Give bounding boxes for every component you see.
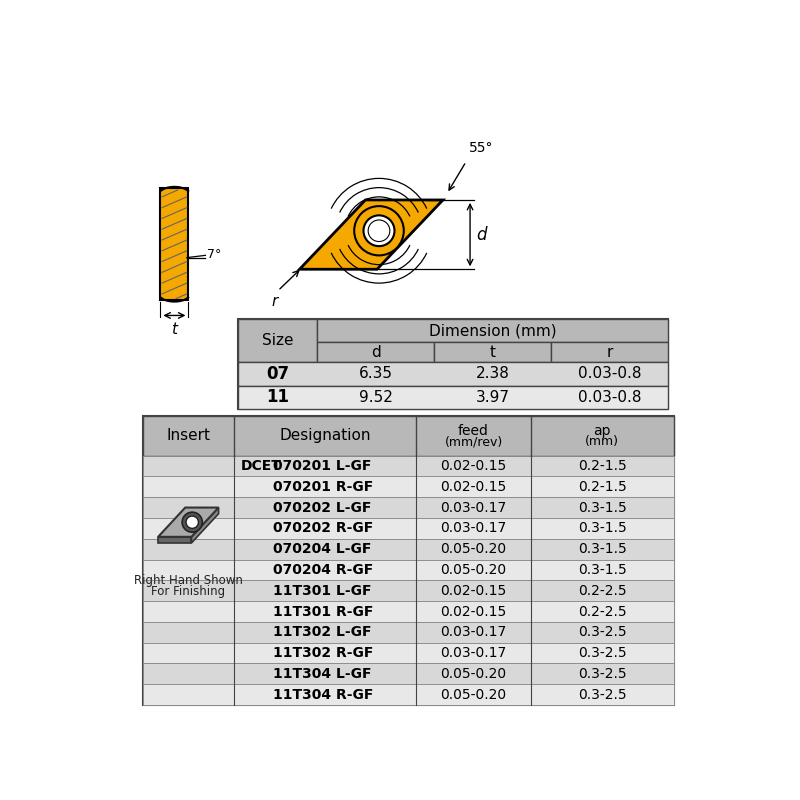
FancyBboxPatch shape	[142, 663, 674, 684]
FancyBboxPatch shape	[142, 476, 674, 497]
Text: ap: ap	[594, 424, 611, 438]
Text: 0.3-2.5: 0.3-2.5	[578, 667, 626, 681]
Text: DCET: DCET	[240, 459, 281, 473]
Polygon shape	[161, 188, 188, 300]
Text: 070201 L-GF: 070201 L-GF	[273, 459, 371, 473]
Text: 0.2-2.5: 0.2-2.5	[578, 605, 626, 618]
Text: (mm): (mm)	[586, 435, 619, 448]
FancyBboxPatch shape	[551, 342, 668, 362]
Text: 11T304 L-GF: 11T304 L-GF	[273, 667, 371, 681]
FancyBboxPatch shape	[142, 455, 674, 476]
Text: 3.97: 3.97	[475, 390, 510, 405]
Text: Right Hand Shown: Right Hand Shown	[134, 574, 242, 587]
Circle shape	[368, 220, 390, 242]
Text: 0.03-0.8: 0.03-0.8	[578, 390, 642, 405]
Text: Insert: Insert	[166, 428, 210, 443]
Circle shape	[182, 512, 202, 532]
Text: 0.3-1.5: 0.3-1.5	[578, 563, 626, 577]
FancyBboxPatch shape	[142, 580, 674, 601]
Text: 0.03-0.17: 0.03-0.17	[441, 501, 506, 514]
Text: 0.02-0.15: 0.02-0.15	[441, 584, 506, 598]
Polygon shape	[299, 200, 443, 270]
FancyBboxPatch shape	[142, 518, 674, 538]
Text: t: t	[490, 345, 495, 360]
FancyBboxPatch shape	[142, 684, 674, 705]
Text: 070202 R-GF: 070202 R-GF	[273, 522, 373, 535]
FancyBboxPatch shape	[238, 386, 668, 409]
Text: (mm/rev): (mm/rev)	[445, 435, 502, 448]
Text: 0.05-0.20: 0.05-0.20	[441, 563, 506, 577]
Text: 11T304 R-GF: 11T304 R-GF	[273, 688, 374, 702]
Circle shape	[354, 206, 404, 255]
Text: 11T301 R-GF: 11T301 R-GF	[273, 605, 374, 618]
Text: 0.3-1.5: 0.3-1.5	[578, 522, 626, 535]
FancyBboxPatch shape	[238, 319, 317, 362]
Text: 6.35: 6.35	[358, 366, 393, 382]
Text: 0.02-0.15: 0.02-0.15	[441, 480, 506, 494]
Text: 0.3-2.5: 0.3-2.5	[578, 646, 626, 660]
FancyBboxPatch shape	[142, 642, 674, 663]
Text: For Finishing: For Finishing	[151, 585, 226, 598]
Text: 07: 07	[266, 365, 289, 383]
Text: 11T301 L-GF: 11T301 L-GF	[273, 584, 371, 598]
Text: 2.38: 2.38	[475, 366, 510, 382]
Text: t: t	[171, 322, 178, 337]
FancyBboxPatch shape	[238, 362, 668, 386]
Text: 0.05-0.20: 0.05-0.20	[441, 542, 506, 556]
Text: 070204 R-GF: 070204 R-GF	[273, 563, 373, 577]
Text: 0.05-0.20: 0.05-0.20	[441, 688, 506, 702]
FancyBboxPatch shape	[317, 319, 668, 342]
Text: 070202 L-GF: 070202 L-GF	[273, 501, 371, 514]
Text: 11T302 R-GF: 11T302 R-GF	[273, 646, 374, 660]
Polygon shape	[191, 507, 218, 543]
FancyBboxPatch shape	[434, 342, 551, 362]
Text: 0.2-1.5: 0.2-1.5	[578, 480, 626, 494]
Text: d: d	[370, 345, 380, 360]
Text: Dimension (mm): Dimension (mm)	[429, 323, 556, 338]
Text: d: d	[476, 226, 486, 243]
Text: 070201 R-GF: 070201 R-GF	[273, 480, 373, 494]
Circle shape	[363, 215, 394, 246]
FancyBboxPatch shape	[142, 415, 674, 455]
Text: 55°: 55°	[469, 142, 493, 155]
FancyBboxPatch shape	[317, 342, 434, 362]
FancyBboxPatch shape	[142, 538, 674, 559]
Text: 070204 L-GF: 070204 L-GF	[273, 542, 371, 556]
Text: 0.2-2.5: 0.2-2.5	[578, 584, 626, 598]
Circle shape	[186, 516, 198, 528]
Text: 0.03-0.17: 0.03-0.17	[441, 522, 506, 535]
Text: 0.3-1.5: 0.3-1.5	[578, 501, 626, 514]
FancyBboxPatch shape	[142, 497, 674, 518]
Text: Designation: Designation	[279, 428, 371, 443]
Text: 0.05-0.20: 0.05-0.20	[441, 667, 506, 681]
Text: 9.52: 9.52	[358, 390, 393, 405]
Text: r: r	[606, 345, 613, 360]
Text: 0.3-2.5: 0.3-2.5	[578, 626, 626, 639]
FancyBboxPatch shape	[142, 559, 674, 580]
Text: 0.02-0.15: 0.02-0.15	[441, 459, 506, 473]
Text: Size: Size	[262, 334, 294, 348]
Text: 0.3-2.5: 0.3-2.5	[578, 688, 626, 702]
Text: 0.02-0.15: 0.02-0.15	[441, 605, 506, 618]
Text: 0.2-1.5: 0.2-1.5	[578, 459, 626, 473]
Text: r: r	[272, 294, 278, 309]
Text: 0.3-1.5: 0.3-1.5	[578, 542, 626, 556]
FancyBboxPatch shape	[142, 601, 674, 622]
Polygon shape	[158, 507, 218, 537]
Text: 0.03-0.17: 0.03-0.17	[441, 646, 506, 660]
FancyBboxPatch shape	[142, 622, 674, 642]
Text: 0.03-0.17: 0.03-0.17	[441, 626, 506, 639]
FancyBboxPatch shape	[142, 415, 674, 705]
Text: 11T302 L-GF: 11T302 L-GF	[273, 626, 371, 639]
Text: 0.03-0.8: 0.03-0.8	[578, 366, 642, 382]
Text: 7°: 7°	[207, 248, 222, 261]
FancyBboxPatch shape	[238, 319, 668, 409]
Text: 11: 11	[266, 388, 289, 406]
Text: feed: feed	[458, 424, 489, 438]
Polygon shape	[158, 537, 191, 543]
